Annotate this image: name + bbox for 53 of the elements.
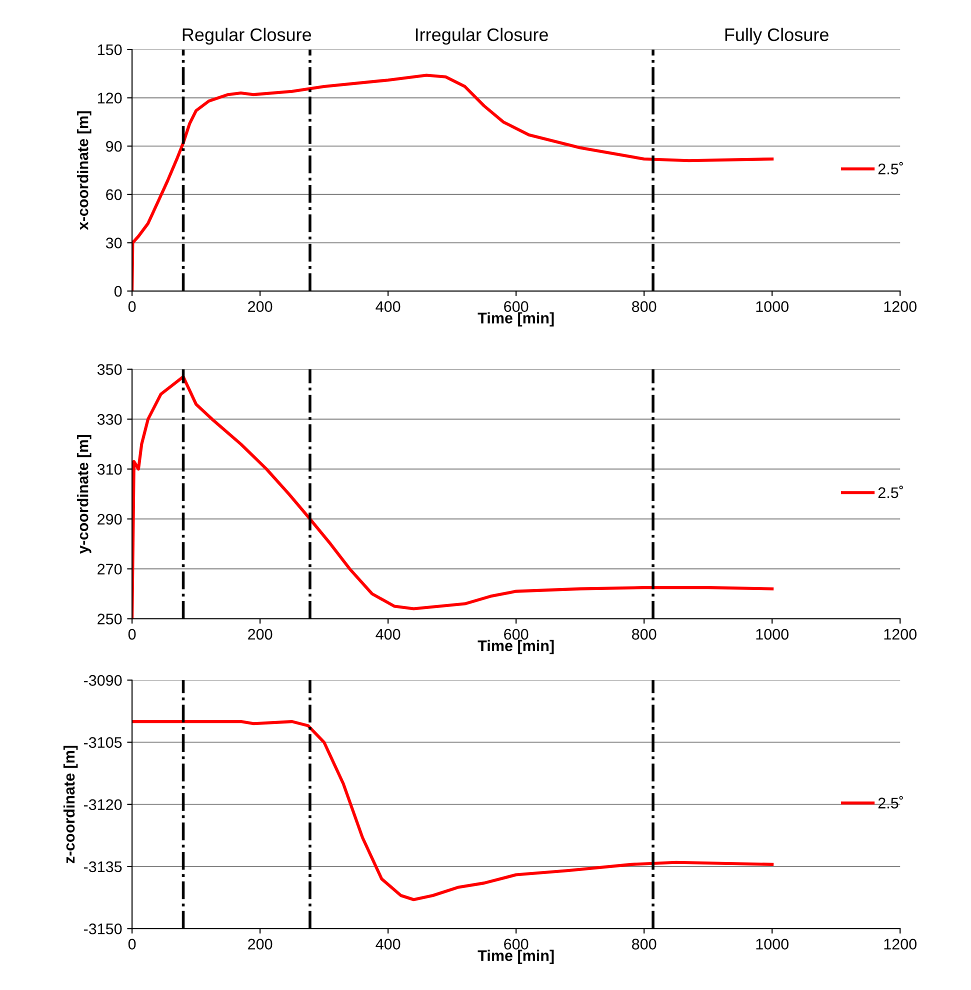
x-tick-label: 1200 bbox=[884, 301, 917, 312]
y-tick-label: 350 bbox=[97, 364, 122, 375]
x-tick-label: 600 bbox=[504, 301, 528, 312]
legend-label: 2.5˚ bbox=[878, 796, 903, 808]
y-tick-label: 250 bbox=[98, 614, 122, 624]
x-axis-title: Time [min] bbox=[478, 950, 554, 964]
line-series bbox=[132, 74, 774, 292]
x-tick-label: 0 bbox=[128, 301, 136, 312]
y-tick-label: 150 bbox=[98, 44, 122, 56]
x-tick-label: 0 bbox=[128, 938, 136, 950]
y-tick-label: 120 bbox=[98, 92, 122, 104]
text: Fully Closure bbox=[725, 28, 828, 45]
x-tick-label: 200 bbox=[248, 938, 272, 950]
x-tick-label: 1200 bbox=[884, 628, 917, 640]
x-tick-label: 400 bbox=[376, 301, 400, 312]
y-tick-label: 0 bbox=[114, 286, 122, 297]
y-tick-label: 30 bbox=[106, 238, 122, 248]
x-tick-label: 1000 bbox=[756, 628, 789, 640]
y-axis-title: y-coordinate [m] bbox=[77, 435, 92, 554]
x-tick-label: 1200 bbox=[884, 938, 917, 950]
x-tick-label: 600 bbox=[504, 628, 528, 640]
y-tick-label: -3150 bbox=[84, 923, 122, 934]
line-series bbox=[132, 720, 774, 902]
text: Regular Closure bbox=[182, 28, 312, 45]
y-tick-label: 270 bbox=[98, 564, 122, 575]
x-tick-label: 800 bbox=[632, 938, 656, 950]
line-series bbox=[132, 375, 774, 619]
x-axis-title: Time [min] bbox=[478, 312, 554, 326]
y-tick-label: -3105 bbox=[84, 737, 122, 748]
y-tick-label: -3120 bbox=[84, 799, 122, 810]
x-tick-label: 200 bbox=[248, 301, 272, 312]
x-tick-label: 200 bbox=[248, 628, 272, 640]
x-tick-label: 400 bbox=[376, 628, 400, 640]
y-tick-label: -3090 bbox=[84, 675, 122, 686]
legend-label: 2.5˚ bbox=[878, 486, 903, 498]
y-axis-title: x-coordinate [m] bbox=[77, 111, 92, 230]
y-tick-label: 310 bbox=[97, 464, 122, 475]
text: Irregular Closure bbox=[416, 28, 548, 45]
x-tick-label: 800 bbox=[632, 628, 656, 640]
legend-label: 2.5˚ bbox=[878, 162, 903, 174]
y-tick-label: 330 bbox=[97, 414, 122, 425]
y-tick-label: 290 bbox=[98, 514, 122, 525]
x-axis-title: Time [min] bbox=[478, 640, 554, 654]
x-tick-label: 1000 bbox=[756, 938, 789, 950]
y-tick-label: -3135 bbox=[84, 861, 122, 872]
x-tick-label: 1000 bbox=[756, 301, 789, 312]
x-tick-label: 600 bbox=[504, 938, 528, 950]
y-tick-label: 60 bbox=[106, 189, 122, 200]
y-axis-title: z-coordinate [m] bbox=[63, 746, 78, 864]
x-tick-label: 800 bbox=[632, 301, 656, 312]
x-tick-label: 0 bbox=[128, 628, 136, 640]
y-tick-label: 90 bbox=[106, 140, 122, 152]
x-tick-label: 400 bbox=[376, 938, 400, 950]
